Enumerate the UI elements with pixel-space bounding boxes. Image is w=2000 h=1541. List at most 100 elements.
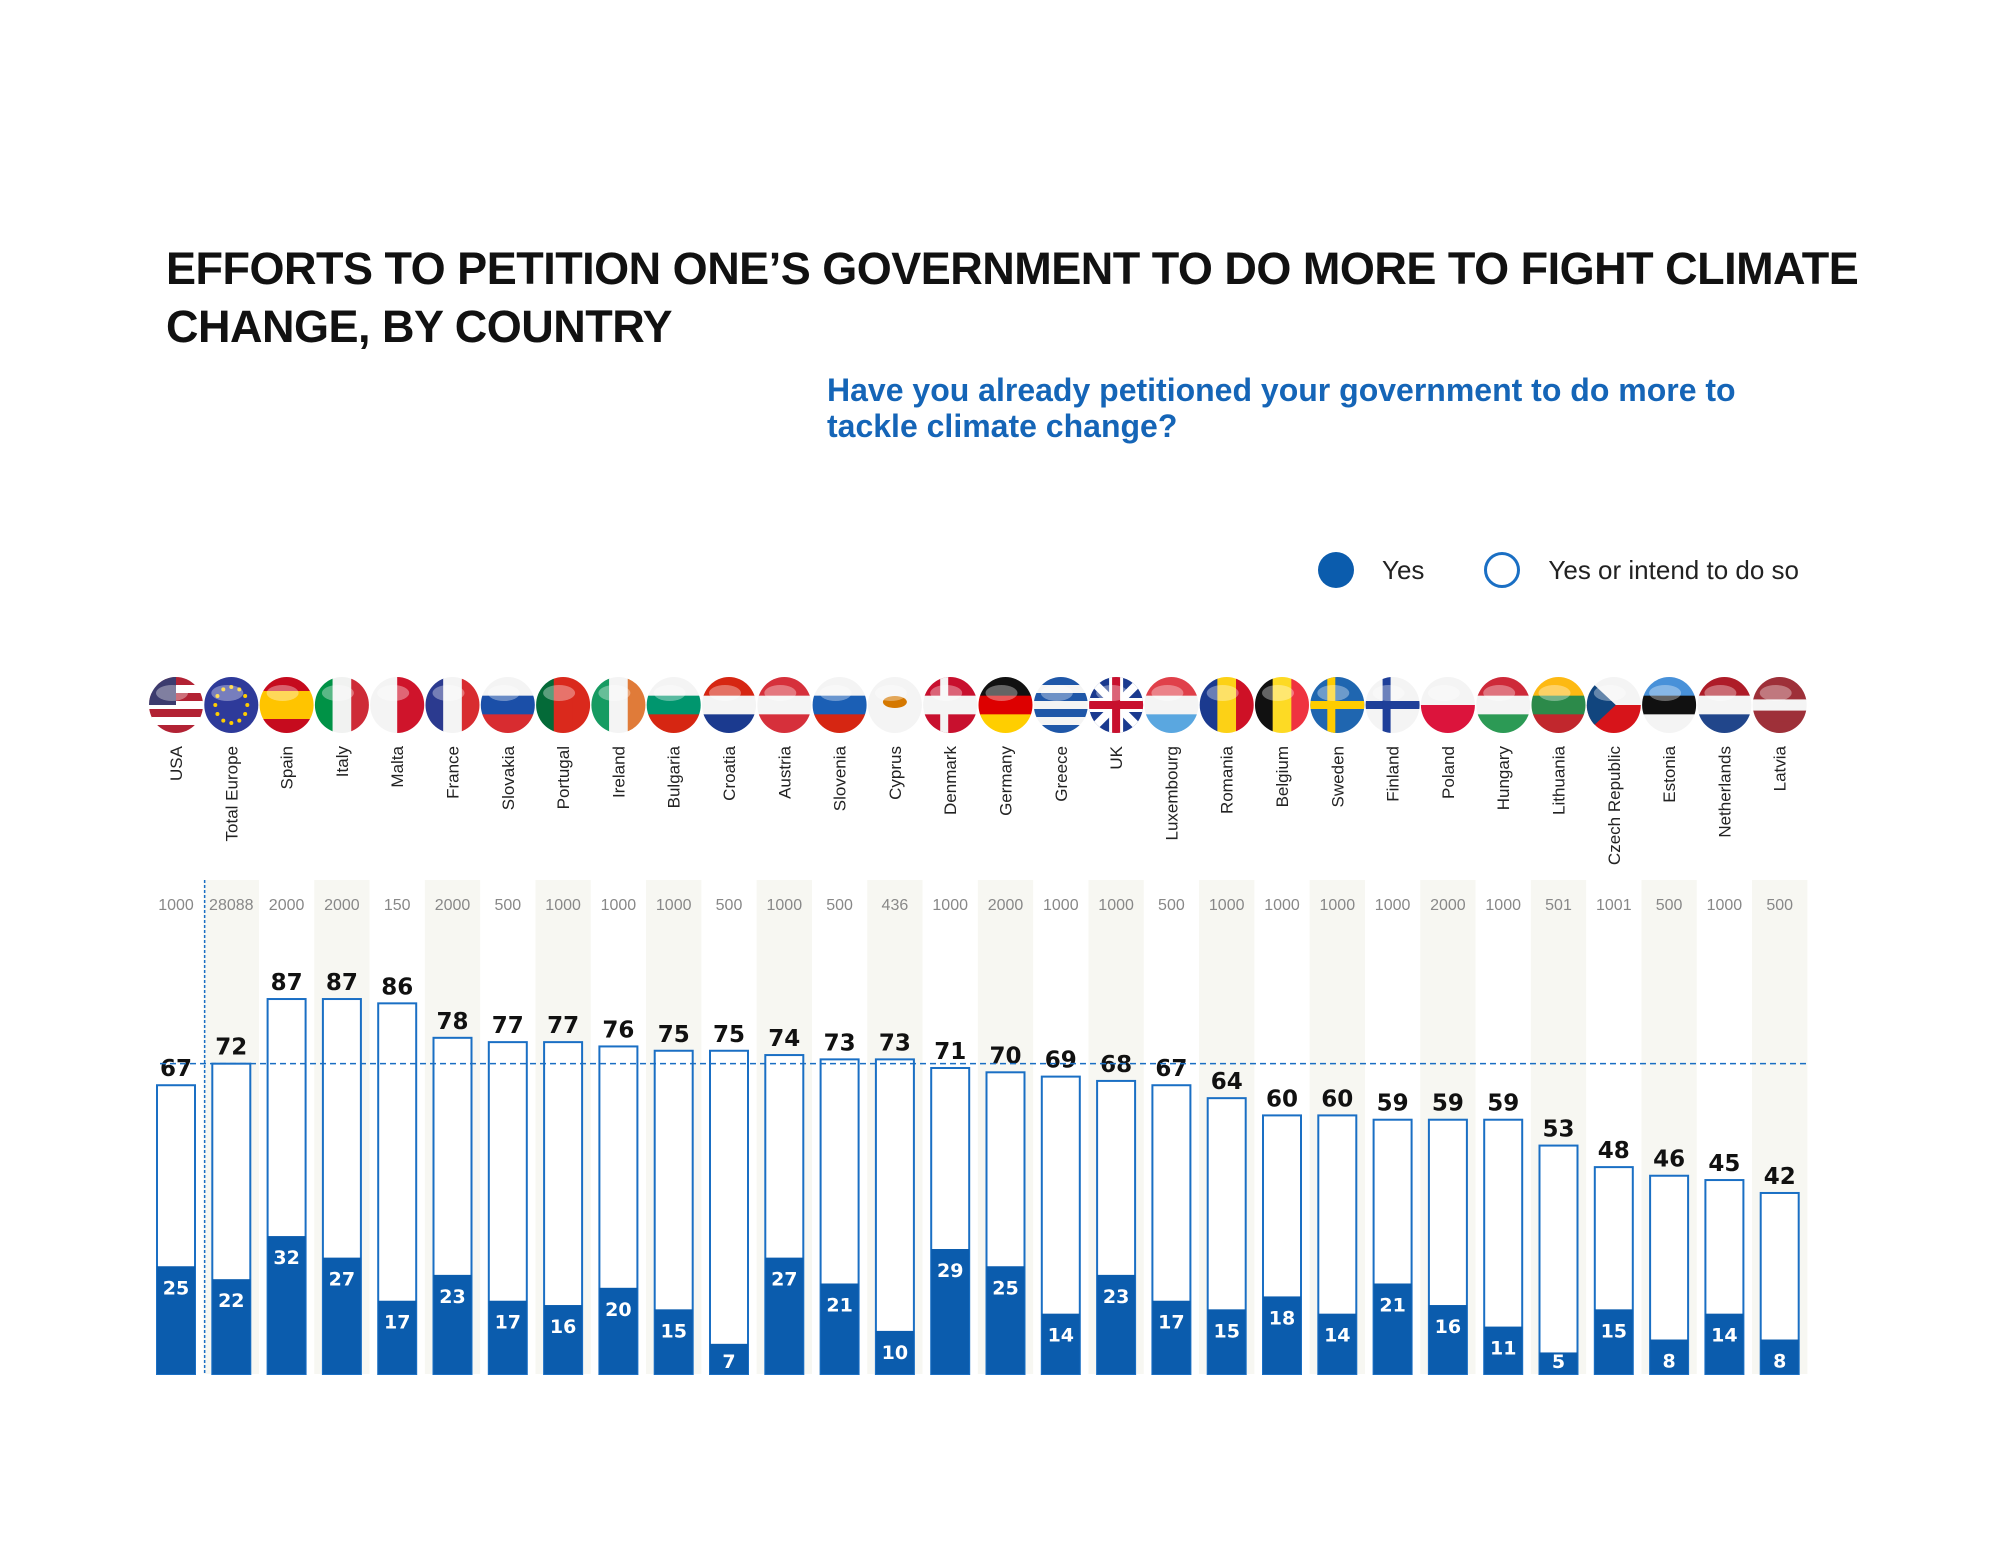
flag-stripe [591,677,610,733]
flag-stripe [1033,677,1088,686]
flag-stripe [332,677,352,733]
flag-stripe [757,714,812,733]
sample-size-label: 2000 [435,897,471,914]
sample-size-label: 1000 [767,897,803,914]
sample-size-label: 500 [716,897,743,914]
flag-stripe [149,717,203,726]
flag-icon-finland [1365,677,1420,733]
value-label-yes-or-intend: 59 [1377,1091,1409,1117]
country-label: USA [167,745,186,781]
bar-yes [378,1300,417,1374]
value-label-yes-or-intend: 77 [492,1013,524,1039]
flag-icon-slovakia [480,677,535,733]
value-label-yes: 15 [1213,1320,1239,1342]
flag-gloss [1040,685,1073,701]
flag-stripe [1476,695,1531,715]
sample-size-label: 150 [384,897,411,914]
flag-gloss [1427,685,1460,701]
value-label-yes-or-intend: 73 [824,1030,856,1056]
flag-gloss [709,685,741,701]
flag-stripe [1033,685,1088,694]
flag-star [229,721,234,725]
country-label: France [444,746,463,799]
flag-gloss [1538,685,1571,701]
flag-stripe [1642,714,1697,733]
country-label: Netherlands [1715,746,1734,838]
bar-yes [710,1343,748,1374]
flag-gloss [1483,685,1516,701]
country-label: Austria [775,745,794,798]
value-label-yes-or-intend: 87 [326,970,358,996]
value-label-yes: 5 [1552,1351,1565,1373]
flag-star [245,703,250,707]
flag-stripe [397,677,425,733]
bar-yes [1484,1326,1523,1374]
flag-icon-greece [1033,677,1088,733]
sample-size-label: 436 [882,897,909,914]
value-label-yes-or-intend: 75 [713,1022,745,1048]
flag-stripe [461,677,480,733]
flag-gloss [156,685,188,701]
flag-stripe [627,677,646,733]
sample-size-label: 1000 [1098,897,1134,914]
flag-icon-total-europe [204,677,259,733]
value-label-yes-or-intend: 76 [602,1017,634,1043]
flag-stripe [572,677,591,733]
value-label-yes: 25 [163,1277,189,1299]
flag-icon-czech-republic [1586,677,1641,733]
flag-stripe [812,677,867,697]
value-label-yes-or-intend: 73 [879,1030,911,1056]
flag-stripe [443,677,463,733]
value-label-yes: 8 [1773,1351,1786,1373]
flag-gloss [1593,685,1626,701]
sample-size-label: 501 [1545,897,1572,914]
value-label-yes: 14 [1048,1325,1074,1347]
flag-icon-usa [149,677,203,733]
country-label: Lithuania [1550,745,1569,815]
flag-stripe [757,695,812,715]
value-label-yes-or-intend: 64 [1211,1069,1243,1095]
flag-cross [1382,677,1391,733]
country-label: Slovenia [831,745,850,811]
country-label: Estonia [1660,745,1679,802]
sample-size-label: 1000 [1209,897,1245,914]
country-label: Latvia [1771,745,1790,791]
flag-stripe [480,714,535,733]
country-label: Poland [1439,746,1458,799]
flag-stripe [1033,701,1088,710]
bar-yes-or-intend [709,1049,749,1375]
value-label-yes: 29 [937,1260,963,1282]
value-label-yes-or-intend: 67 [1155,1056,1187,1082]
bar-yes [267,1236,306,1374]
flag-stripe [149,725,203,733]
flag-stripe [1697,695,1752,715]
flag-stripe [1236,677,1254,733]
flag-stripe [259,719,314,733]
legend-yes-swatch [1318,552,1354,588]
sample-size-label: 1000 [1320,897,1356,914]
value-label-yes-or-intend: 70 [989,1043,1021,1069]
sample-size-label: 1000 [545,897,581,914]
flag-stripe [1033,717,1088,726]
value-label-yes: 14 [1324,1325,1350,1347]
flag-gloss [874,685,907,701]
bar-yes [1152,1300,1191,1374]
flag-cross [1327,677,1336,733]
bar-yes [1318,1313,1357,1374]
value-label-yes-or-intend: 60 [1266,1086,1298,1112]
flag-gloss [1759,685,1792,701]
flag-stripe [351,677,369,733]
value-label-yes: 23 [439,1286,465,1308]
flag-stripe [480,677,535,697]
flag-stripe [1531,714,1586,733]
flag-stripe [1420,705,1475,733]
country-label: Romania [1218,745,1237,814]
flag-stripe [812,695,867,715]
sample-size-label: 1000 [1264,897,1300,914]
value-label-yes: 18 [1269,1307,1295,1329]
flag-gloss [1372,685,1405,701]
value-label-yes-or-intend: 48 [1598,1138,1630,1164]
value-label-yes: 23 [1103,1286,1129,1308]
value-label-yes: 16 [1435,1316,1461,1338]
flag-icon-croatia [702,677,756,733]
